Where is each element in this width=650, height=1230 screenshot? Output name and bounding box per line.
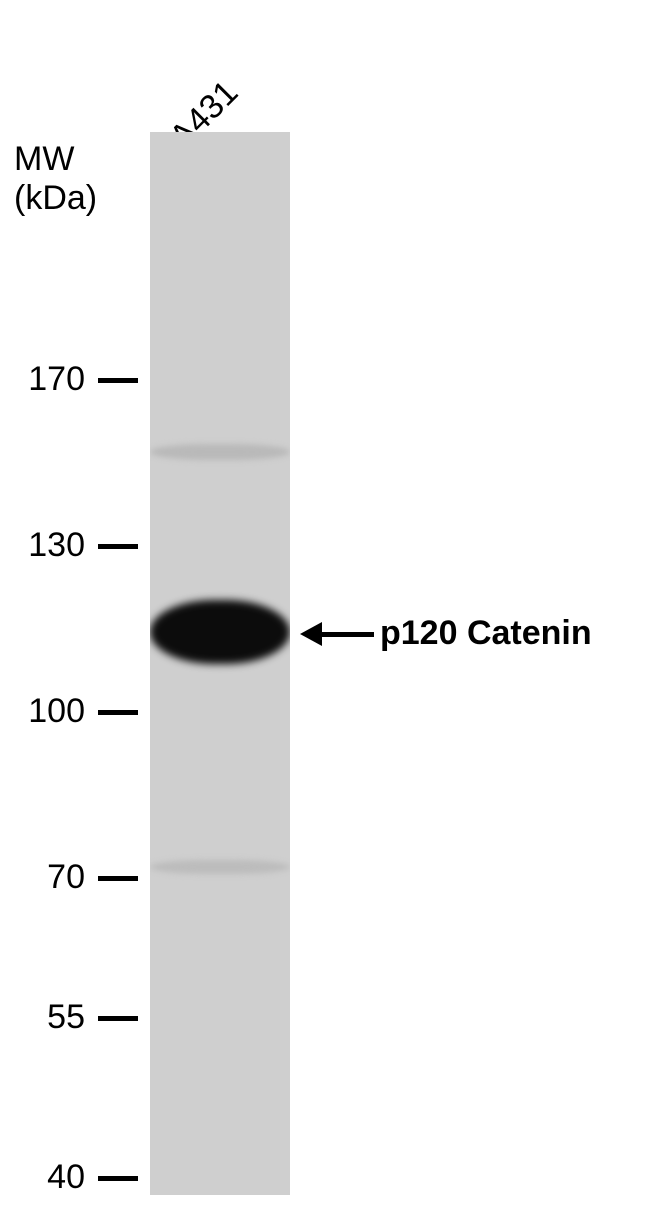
marker-tick-170 <box>98 378 138 383</box>
marker-tick-55 <box>98 1016 138 1021</box>
marker-tick-100 <box>98 710 138 715</box>
blot-band-faint-upper <box>150 444 290 460</box>
annotation-label-text: p120 Catenin <box>380 614 592 652</box>
annotation-arrow <box>300 622 374 646</box>
mw-text-line2: (kDa) <box>14 179 97 217</box>
marker-label-40: 40 <box>15 1158 85 1197</box>
mw-text-line1: MW <box>14 140 74 178</box>
marker-label-70: 70 <box>15 858 85 897</box>
blot-lane <box>150 132 290 1195</box>
marker-label-100: 100 <box>15 692 85 731</box>
blot-band-p120-catenin <box>150 600 290 664</box>
western-blot-figure: MW (kDa) A431 170 130 100 70 55 40 <box>0 0 650 1230</box>
annotation-label: p120 Catenin <box>380 614 592 653</box>
marker-tick-70 <box>98 876 138 881</box>
marker-tick-130 <box>98 544 138 549</box>
annotation-arrow-shaft <box>322 632 374 637</box>
marker-label-170: 170 <box>15 360 85 399</box>
mw-axis-header: MW (kDa) <box>14 140 97 218</box>
blot-band-faint-70 <box>150 860 290 874</box>
marker-tick-40 <box>98 1176 138 1181</box>
marker-label-55: 55 <box>15 998 85 1037</box>
marker-label-130: 130 <box>15 526 85 565</box>
arrow-left-icon <box>300 622 322 646</box>
